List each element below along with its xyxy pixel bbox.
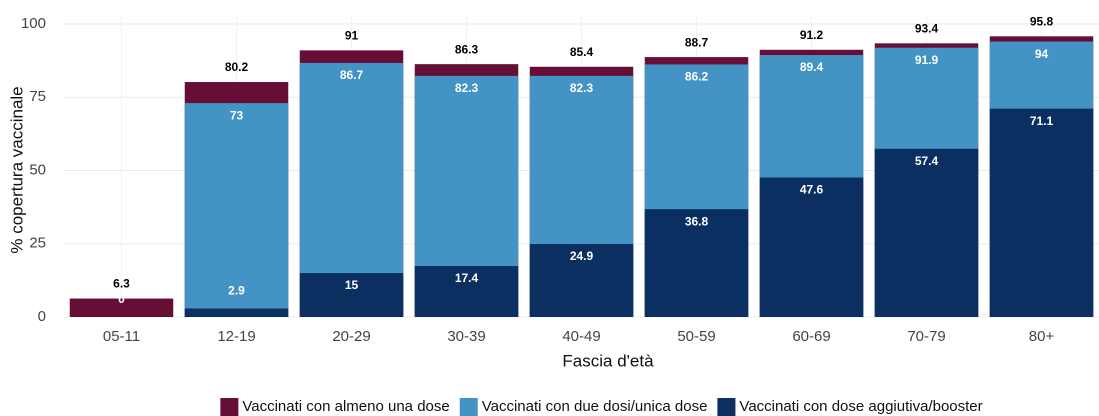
data-label: 6.3	[113, 277, 130, 291]
x-tick-label: 12-19	[217, 328, 255, 345]
bar	[874, 148, 979, 317]
data-label: 85.4	[570, 45, 594, 59]
x-tick-label: 30-39	[447, 328, 485, 345]
y-tick-label: 75	[29, 88, 46, 105]
legend-swatch	[717, 398, 736, 416]
y-tick-label: 25	[29, 235, 46, 252]
bar	[989, 108, 1094, 317]
data-label: 47.6	[800, 183, 824, 197]
y-tick-label: 50	[29, 161, 46, 178]
data-label: 73	[230, 108, 244, 122]
x-tick-label: 50-59	[677, 328, 715, 345]
bar	[69, 298, 174, 317]
bar	[414, 266, 519, 317]
data-label: 88.7	[685, 35, 709, 49]
y-axis-title: % copertura vaccinale	[7, 86, 26, 253]
data-label: 82.3	[455, 81, 479, 95]
data-label: 94	[1035, 47, 1049, 61]
legend-label: Vaccinati con almeno una dose	[242, 398, 449, 415]
bar	[644, 209, 749, 317]
data-label: 86.7	[340, 68, 364, 82]
data-label: 91	[345, 29, 359, 43]
data-label: 17.4	[455, 271, 479, 285]
data-label: 15	[345, 278, 359, 292]
x-tick-label: 20-29	[332, 328, 370, 345]
data-label: 91.2	[800, 28, 824, 42]
bar	[759, 177, 864, 317]
data-label: 24.9	[570, 249, 594, 263]
data-label: 86.3	[455, 42, 479, 56]
x-tick-label: 05-11	[103, 328, 140, 345]
y-tick-label: 100	[21, 15, 46, 32]
legend-label: Vaccinati con due dosi/unica dose	[482, 398, 708, 415]
bar	[184, 103, 289, 317]
data-label: 2.9	[228, 284, 245, 298]
data-label: 82.3	[570, 81, 594, 95]
legend-label: Vaccinati con dose aggiutiva/booster	[739, 398, 982, 415]
x-tick-label: 70-79	[907, 328, 945, 345]
data-label: 86.2	[685, 70, 709, 84]
bar	[529, 244, 634, 317]
y-tick-label: 0	[38, 308, 46, 325]
x-tick-label: 40-49	[562, 328, 600, 345]
data-label: 91.9	[915, 53, 939, 67]
data-label: 0	[118, 292, 125, 306]
bar	[299, 273, 404, 317]
legend-swatch	[459, 398, 478, 416]
data-label: 95.8	[1030, 14, 1054, 28]
x-axis-title: Fascia d'età	[562, 351, 654, 370]
x-tick-label: 80+	[1029, 328, 1055, 345]
data-label: 36.8	[685, 214, 709, 228]
data-label: 89.4	[800, 60, 824, 74]
x-tick-label: 60-69	[792, 328, 830, 345]
data-label: 93.4	[915, 22, 939, 36]
data-label: 80.2	[225, 60, 249, 74]
data-label: 71.1	[1030, 114, 1054, 128]
legend-swatch	[220, 398, 239, 416]
data-label: 57.4	[915, 154, 939, 168]
bar	[184, 308, 289, 317]
